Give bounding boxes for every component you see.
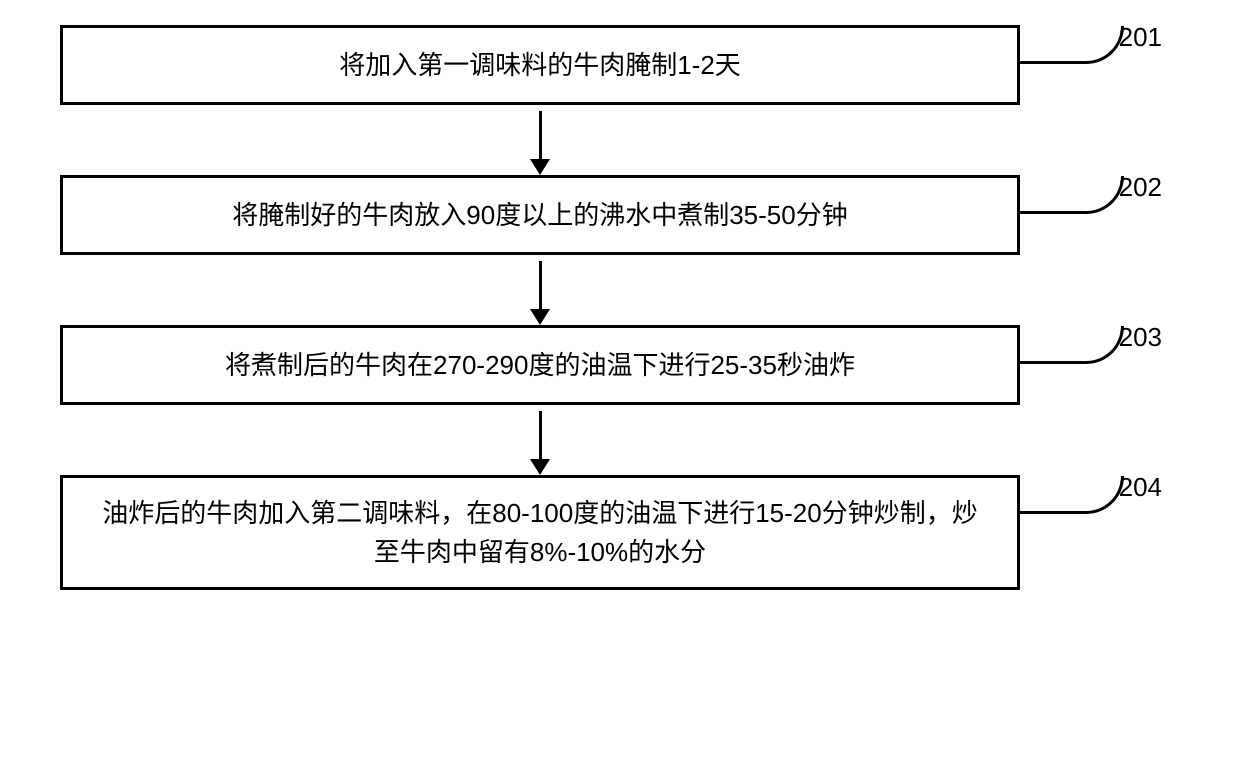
step-label-2: 202 [1119, 168, 1162, 207]
arrow-head [530, 459, 550, 475]
step-box-2: 202 将腌制好的牛肉放入90度以上的沸水中煮制35-50分钟 [60, 175, 1020, 255]
arrow-2 [60, 255, 1020, 325]
step-label-1: 201 [1119, 18, 1162, 57]
arrow-1 [60, 105, 1020, 175]
arrow-3 [60, 405, 1020, 475]
step-box-1: 201 将加入第一调味料的牛肉腌制1-2天 [60, 25, 1020, 105]
step-text-4: 油炸后的牛肉加入第二调味料，在80-100度的油温下进行15-20分钟炒制，炒至… [93, 494, 987, 572]
step-box-3: 203 将煮制后的牛肉在270-290度的油温下进行25-35秒油炸 [60, 325, 1020, 405]
step-label-3: 203 [1119, 318, 1162, 357]
step-text-2: 将腌制好的牛肉放入90度以上的沸水中煮制35-50分钟 [232, 196, 847, 235]
label-connector [1019, 176, 1124, 214]
label-connector [1019, 326, 1124, 364]
step-text-1: 将加入第一调味料的牛肉腌制1-2天 [339, 46, 741, 85]
label-connector [1019, 476, 1124, 514]
arrow-head [530, 159, 550, 175]
label-connector [1019, 26, 1124, 64]
flowchart-container: 201 将加入第一调味料的牛肉腌制1-2天 202 将腌制好的牛肉放入90度以上… [50, 25, 1190, 590]
step-text-3: 将煮制后的牛肉在270-290度的油温下进行25-35秒油炸 [225, 346, 855, 385]
step-label-4: 204 [1119, 468, 1162, 507]
arrow-head [530, 309, 550, 325]
step-box-4: 204 油炸后的牛肉加入第二调味料，在80-100度的油温下进行15-20分钟炒… [60, 475, 1020, 590]
